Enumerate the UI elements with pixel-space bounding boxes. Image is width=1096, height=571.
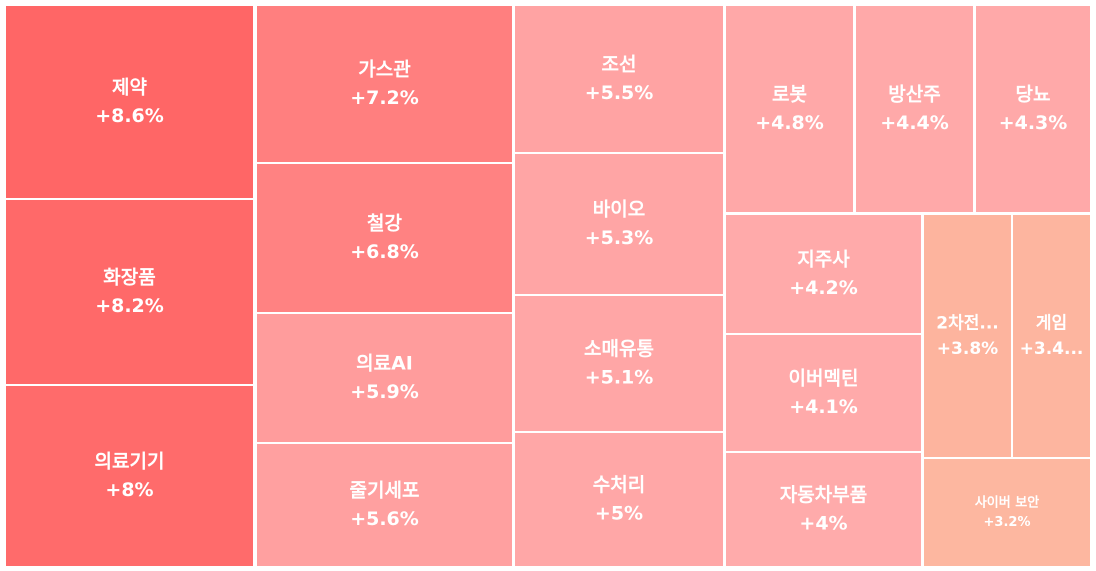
treemap-tile-label: 자동차부품 <box>780 484 867 506</box>
treemap-tile-value: +4.8% <box>755 112 824 134</box>
treemap-tile-value: +3.2% <box>984 515 1031 530</box>
treemap-tile-label: 철강 <box>367 212 402 234</box>
treemap-tile[interactable]: 방산주 +4.4% <box>856 6 973 212</box>
treemap-tile-rect <box>257 314 512 442</box>
treemap-tile-label: 당뇨 <box>1016 83 1051 105</box>
treemap-tile-label: 가스관 <box>358 58 411 80</box>
treemap-tile-label: 방산주 <box>888 83 940 105</box>
treemap-tile-label: 줄기세포 <box>350 479 420 501</box>
treemap-tile-label: 화장품 <box>103 266 155 288</box>
treemap-tile-value: +4.3% <box>999 112 1068 134</box>
treemap-tile-label: 의료기기 <box>95 450 165 472</box>
treemap-tile-value: +4.4% <box>880 112 949 134</box>
treemap-tile-rect <box>257 444 512 566</box>
treemap-tile-label: 조선 <box>602 53 637 75</box>
treemap-tile-value: +7.2% <box>350 87 419 109</box>
treemap-tile-rect <box>515 296 723 431</box>
treemap-tile-rect <box>515 154 723 294</box>
treemap-tile-rect <box>924 459 1090 566</box>
treemap-tile[interactable]: 가스관 +7.2% <box>257 6 512 162</box>
treemap-tile-rect <box>856 6 973 212</box>
treemap-tile-value: +5.1% <box>585 366 654 388</box>
treemap-tile[interactable]: 이버멕틴 +4.1% <box>726 335 921 451</box>
treemap-tile-value: +4% <box>799 512 847 534</box>
treemap-tile-label: 수처리 <box>593 474 645 496</box>
treemap-tile-value: +5.9% <box>350 381 419 403</box>
treemap-tile[interactable]: 자동차부품 +4% <box>726 453 921 566</box>
treemap-tile-value: +8.2% <box>95 295 164 317</box>
treemap-tile[interactable]: 2차전... +3.8% <box>924 215 1011 457</box>
treemap-tile-value: +5.6% <box>350 508 419 530</box>
treemap-tile[interactable]: 사이버 보안 +3.2% <box>924 459 1090 566</box>
treemap-tile[interactable]: 조선 +5.5% <box>515 6 723 152</box>
treemap-tile-value: +3.4... <box>1020 339 1084 359</box>
treemap-tile-value: +6.8% <box>350 241 419 263</box>
treemap-tile-rect <box>257 164 512 312</box>
treemap-tile[interactable]: 제약 +8.6% <box>6 6 253 198</box>
treemap-tile-value: +5.5% <box>585 82 654 104</box>
treemap-tile-value: +5.3% <box>585 227 654 249</box>
treemap-tile-rect <box>515 6 723 152</box>
treemap-tile-rect <box>6 200 253 384</box>
treemap-tile[interactable]: 게임 +3.4... <box>1013 215 1090 457</box>
treemap-tile-label: 소매유통 <box>584 338 654 360</box>
treemap-tile-value: +3.8% <box>937 339 998 359</box>
treemap-tile[interactable]: 당뇨 +4.3% <box>976 6 1090 212</box>
treemap-tile-rect <box>257 6 512 162</box>
treemap-tile-label: 사이버 보안 <box>975 494 1039 510</box>
treemap-tile[interactable]: 소매유통 +5.1% <box>515 296 723 431</box>
treemap-tile-rect <box>976 6 1090 212</box>
treemap-tile-rect <box>515 433 723 566</box>
treemap-tile-rect <box>726 453 921 566</box>
treemap-tile-value: +5% <box>595 502 643 524</box>
treemap-tile[interactable]: 지주사 +4.2% <box>726 215 921 333</box>
treemap-tile-rect <box>6 6 253 198</box>
treemap-tile-label: 의료AI <box>356 352 413 374</box>
treemap-tile-rect <box>6 386 253 566</box>
treemap-tile-label: 게임 <box>1036 312 1067 333</box>
treemap-tile-rect <box>924 215 1011 457</box>
treemap-tile-rect <box>726 6 853 212</box>
treemap-tile-label: 2차전... <box>936 313 998 333</box>
treemap-tile[interactable]: 의료기기 +8% <box>6 386 253 566</box>
treemap-tile-label: 바이오 <box>593 198 645 220</box>
treemap-tile[interactable]: 수처리 +5% <box>515 433 723 566</box>
treemap-tile-value: +8.6% <box>95 105 164 127</box>
treemap-tile-rect <box>726 215 921 333</box>
treemap-tile-rect <box>726 335 921 451</box>
treemap-tile[interactable]: 로봇 +4.8% <box>726 6 853 212</box>
treemap-tile-label: 제약 <box>112 76 147 98</box>
treemap-tile[interactable]: 바이오 +5.3% <box>515 154 723 294</box>
treemap-tile[interactable]: 의료AI +5.9% <box>257 314 512 442</box>
treemap-tile[interactable]: 철강 +6.8% <box>257 164 512 312</box>
treemap-tile-value: +4.2% <box>789 277 858 299</box>
treemap-tile[interactable]: 줄기세포 +5.6% <box>257 444 512 566</box>
treemap-tile-label: 로봇 <box>772 83 807 105</box>
treemap-tile-value: +4.1% <box>789 396 858 418</box>
treemap-tile-label: 지주사 <box>797 248 850 270</box>
treemap-tile[interactable]: 화장품 +8.2% <box>6 200 253 384</box>
treemap-tile-value: +8% <box>105 479 153 501</box>
treemap-tile-rect <box>1013 215 1090 457</box>
treemap-tile-label: 이버멕틴 <box>789 367 859 389</box>
